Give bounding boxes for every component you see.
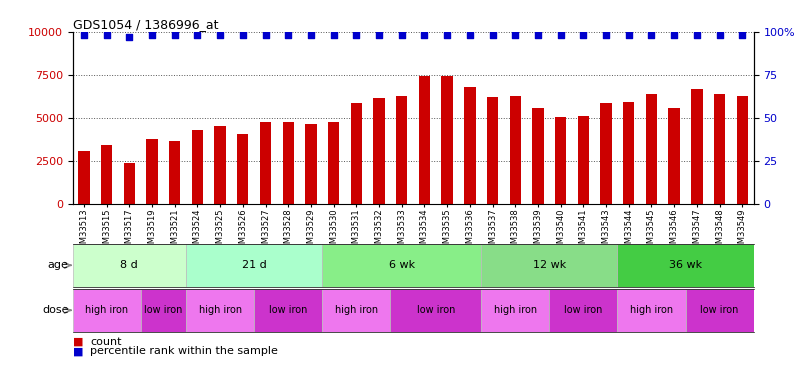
Bar (714, 94, 725, 204)
Text: high iron: high iron (493, 305, 537, 315)
Text: ■: ■ (73, 337, 83, 347)
Point (100, 32, 113, 38)
Point (327, 32, 340, 38)
Bar (283, 122, 294, 204)
Text: high iron: high iron (629, 305, 673, 315)
Point (259, 32, 272, 38)
Bar (147, 139, 158, 204)
Bar (328, 122, 339, 204)
Bar (419, 76, 430, 204)
Text: ■: ■ (73, 346, 83, 356)
Point (350, 32, 363, 38)
Bar (390, 289, 481, 332)
Bar (617, 289, 685, 332)
Point (463, 32, 476, 38)
Text: low iron: low iron (417, 305, 455, 315)
Point (168, 32, 181, 38)
Bar (481, 289, 550, 332)
Bar (123, 163, 135, 204)
Text: 36 wk: 36 wk (669, 260, 702, 270)
Bar (550, 289, 617, 332)
Bar (305, 124, 317, 204)
Bar (78, 151, 89, 204)
Bar (322, 289, 390, 332)
Bar (737, 96, 748, 204)
Bar (685, 289, 754, 332)
Point (236, 32, 249, 38)
Bar (254, 289, 322, 332)
Bar (396, 96, 407, 204)
Point (509, 32, 521, 38)
Bar (214, 126, 226, 204)
Point (645, 32, 658, 38)
Bar (237, 134, 248, 204)
Bar (260, 122, 271, 204)
Point (418, 32, 431, 38)
Bar (692, 89, 703, 204)
Text: low iron: low iron (564, 305, 603, 315)
Bar (555, 117, 567, 204)
Text: high iron: high iron (85, 305, 128, 315)
Bar (668, 108, 679, 204)
Text: low iron: low iron (144, 305, 182, 315)
Point (123, 34, 135, 40)
Bar (578, 116, 589, 204)
Bar (140, 289, 186, 332)
Point (691, 32, 704, 38)
Bar (646, 94, 657, 204)
Point (146, 32, 159, 38)
Text: percentile rank within the sample: percentile rank within the sample (90, 346, 278, 356)
Text: low iron: low iron (269, 305, 307, 315)
Point (531, 32, 544, 38)
Bar (186, 244, 322, 287)
Bar (532, 108, 543, 204)
Point (191, 32, 204, 38)
Bar (487, 98, 498, 204)
Text: 12 wk: 12 wk (533, 260, 566, 270)
Point (282, 32, 295, 38)
Text: dose: dose (42, 305, 69, 315)
Point (600, 32, 613, 38)
Point (736, 32, 749, 38)
Bar (373, 98, 384, 204)
Bar (322, 244, 481, 287)
Bar (442, 76, 453, 204)
Bar (351, 104, 362, 204)
Text: age: age (48, 260, 69, 270)
Point (372, 32, 385, 38)
Text: high iron: high iron (198, 305, 242, 315)
Text: count: count (90, 337, 122, 347)
Text: GDS1054 / 1386996_at: GDS1054 / 1386996_at (73, 18, 218, 31)
Bar (481, 244, 617, 287)
Point (395, 32, 408, 38)
Point (77, 32, 90, 38)
Text: 21 d: 21 d (242, 260, 267, 270)
Point (555, 32, 567, 38)
Bar (186, 289, 254, 332)
Bar (73, 244, 186, 287)
Text: 6 wk: 6 wk (388, 260, 415, 270)
Bar (617, 244, 754, 287)
Text: 8 d: 8 d (120, 260, 138, 270)
Point (441, 32, 454, 38)
Point (713, 32, 726, 38)
Bar (464, 87, 476, 204)
Point (577, 32, 590, 38)
Point (667, 32, 680, 38)
Bar (169, 141, 181, 204)
Bar (101, 145, 112, 204)
Point (305, 32, 318, 38)
Bar (623, 102, 634, 204)
Bar (73, 289, 140, 332)
Point (486, 32, 499, 38)
Text: high iron: high iron (334, 305, 378, 315)
Text: low iron: low iron (700, 305, 739, 315)
Point (622, 32, 635, 38)
Bar (192, 130, 203, 204)
Point (214, 32, 226, 38)
Bar (509, 96, 521, 204)
Bar (600, 104, 612, 204)
